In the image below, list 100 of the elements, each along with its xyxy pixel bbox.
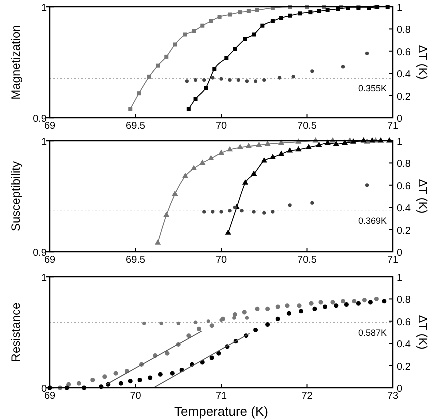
y2-tick-label: 0.4 <box>397 340 412 351</box>
y-tick-label: 1 <box>41 273 48 284</box>
point <box>210 356 214 360</box>
point <box>227 146 234 152</box>
x-tick-label: 71 <box>387 255 399 266</box>
point <box>256 142 262 148</box>
ref-line-label: 0.355K <box>358 84 387 94</box>
x-tick-label: 71 <box>387 121 399 132</box>
point <box>308 10 313 15</box>
point <box>270 154 276 160</box>
y2-axis-title: ΔT (K) <box>416 45 430 80</box>
point <box>365 184 370 188</box>
point <box>165 351 170 356</box>
point <box>240 209 244 213</box>
x-tick-label: 70.5 <box>298 121 318 132</box>
point <box>266 306 270 312</box>
point <box>368 300 373 305</box>
point <box>138 378 142 382</box>
point <box>318 300 324 305</box>
point <box>296 146 302 152</box>
point <box>298 309 304 314</box>
y2-axis-title: ΔT (K) <box>416 315 430 350</box>
point <box>326 8 330 12</box>
point <box>270 19 275 24</box>
point <box>228 78 232 82</box>
y2-tick-label: 0.8 <box>397 159 412 170</box>
y-axis-title: Susceptibility <box>9 161 23 232</box>
point <box>252 210 256 214</box>
x-tick-label: 72 <box>302 391 314 402</box>
point <box>191 165 198 171</box>
point <box>173 42 178 47</box>
point <box>260 24 265 28</box>
point <box>128 107 133 112</box>
point <box>211 210 215 214</box>
point <box>228 12 232 17</box>
point <box>374 296 379 302</box>
y2-tick-label: 0.2 <box>397 92 412 103</box>
point <box>255 306 260 312</box>
point <box>202 78 206 82</box>
x-tick-label: 70 <box>130 391 142 402</box>
point <box>278 140 285 145</box>
point <box>204 86 208 90</box>
point <box>218 14 222 19</box>
point <box>194 97 198 102</box>
point <box>148 376 153 380</box>
point <box>341 299 346 304</box>
point <box>192 29 196 34</box>
x-tick-label: 73 <box>387 391 399 402</box>
point <box>224 56 229 60</box>
point <box>310 201 314 205</box>
point <box>164 54 169 59</box>
point <box>218 150 225 155</box>
point <box>316 142 322 148</box>
point <box>262 78 266 82</box>
point <box>271 210 275 214</box>
point <box>352 299 357 304</box>
point <box>186 107 191 112</box>
point <box>288 204 292 208</box>
point <box>262 211 266 215</box>
point <box>90 378 96 382</box>
x-tick-label: 69 <box>44 391 56 402</box>
point <box>66 382 72 387</box>
x-tick-label: 69 <box>44 255 56 266</box>
point <box>182 173 189 178</box>
point <box>287 147 294 153</box>
point <box>212 67 217 72</box>
y2-tick-label: 0.2 <box>397 362 412 373</box>
point <box>232 312 238 317</box>
x-tick-label: 70 <box>216 255 228 266</box>
point <box>324 140 331 145</box>
point <box>233 206 238 210</box>
point <box>237 144 244 150</box>
point <box>118 381 124 386</box>
point <box>276 304 280 310</box>
y2-tick-label: 0.8 <box>397 295 412 306</box>
point <box>278 150 285 156</box>
y2-tick-label: 1 <box>397 137 403 148</box>
y2-tick-label: 0.6 <box>397 181 412 192</box>
point <box>298 12 302 16</box>
point <box>356 301 361 306</box>
point <box>156 64 160 68</box>
x-tick-label: 69 <box>44 121 56 132</box>
point <box>288 14 292 18</box>
point <box>137 92 142 96</box>
point <box>242 180 249 185</box>
y-axis-title: Magnetization <box>9 25 23 100</box>
point <box>251 170 258 176</box>
point <box>365 52 370 56</box>
point <box>196 326 202 332</box>
point <box>220 210 224 214</box>
point <box>323 304 328 310</box>
point <box>342 140 348 145</box>
point <box>341 65 346 69</box>
y2-tick-label: 0 <box>397 114 403 125</box>
point <box>317 9 322 14</box>
point <box>202 210 206 214</box>
point <box>238 10 242 15</box>
point <box>183 32 188 37</box>
y2-axis-title: ΔT (K) <box>416 179 430 214</box>
point <box>216 351 222 356</box>
